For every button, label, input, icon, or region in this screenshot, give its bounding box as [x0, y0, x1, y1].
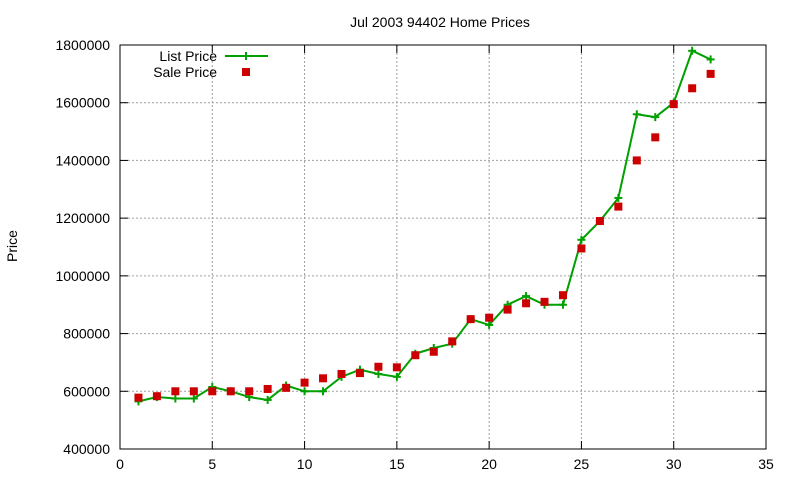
sale-price-point: [614, 202, 623, 211]
legend-sale-price-label: Sale Price: [153, 64, 217, 80]
y-tick-label: 400000: [63, 441, 110, 457]
list-price-point: [189, 394, 198, 403]
plot-frame: [119, 44, 767, 450]
legend-list-price-label: List Price: [159, 48, 217, 64]
sale-price-point: [392, 363, 401, 372]
list-price-point: [319, 387, 328, 396]
sale-price-point: [208, 387, 217, 396]
sale-price-point: [282, 383, 291, 392]
x-tick-label: 20: [481, 456, 497, 472]
list-price-point: [263, 395, 272, 404]
chart-title: Jul 2003 94402 Home Prices: [350, 14, 530, 30]
y-tick-label: 1600000: [55, 95, 110, 111]
x-tick-label: 35: [758, 456, 774, 472]
sale-price-point: [319, 374, 328, 383]
sale-price-point: [632, 156, 641, 165]
sale-price-point: [429, 347, 438, 356]
list-price-point: [392, 372, 401, 381]
x-tick-label: 5: [208, 456, 216, 472]
x-tick-label: 10: [297, 456, 313, 472]
legend-sale-price-swatch: [242, 68, 250, 76]
sale-price-point: [706, 69, 715, 78]
list-price-point: [614, 193, 623, 202]
legend-list-price-marker: [242, 52, 250, 60]
x-tick-label: 30: [666, 456, 682, 472]
list-price-point: [632, 110, 641, 119]
sale-price-point: [688, 84, 697, 93]
sale-price-point: [245, 387, 254, 396]
sale-price-point: [134, 393, 143, 402]
sale-price-point: [411, 351, 420, 360]
sale-price-point: [485, 313, 494, 322]
list-price-line: [138, 49, 712, 403]
sale-price-point: [355, 369, 364, 378]
sale-price-point: [669, 100, 678, 109]
list-price-point: [374, 369, 383, 378]
sale-price-point: [503, 305, 512, 314]
axis-ticks: 0 5 10 15 20 25 30 35 400000 600000 800000 1000000 1…: [55, 37, 774, 472]
sale-price-point: [466, 315, 475, 324]
sale-price-point: [577, 244, 586, 253]
sale-price-point: [300, 378, 309, 387]
sale-price-point: [595, 217, 604, 226]
y-tick-label: 1000000: [55, 268, 110, 284]
y-tick-label: 600000: [63, 383, 110, 399]
series-layer: [134, 46, 715, 406]
sale-price-point: [540, 297, 549, 306]
list-price-point: [706, 55, 715, 64]
list-price-point: [688, 46, 697, 55]
x-tick-label: 25: [574, 456, 590, 472]
sale-price-point: [152, 392, 161, 401]
sale-price-point: [263, 384, 272, 393]
sale-price-point: [448, 337, 457, 346]
list-price-point: [558, 300, 567, 309]
sale-price-point: [651, 133, 660, 142]
y-tick-label: 1200000: [55, 210, 110, 226]
x-tick-label: 0: [116, 456, 124, 472]
list-price-point: [300, 387, 309, 396]
list-price-point: [485, 320, 494, 329]
list-price-point: [651, 113, 660, 122]
sale-price-point: [171, 387, 180, 396]
y-tick-label: 1400000: [55, 152, 110, 168]
list-price-point: [171, 394, 180, 403]
sale-price-point: [226, 387, 235, 396]
sale-price-point: [189, 387, 198, 396]
sale-price-point: [374, 362, 383, 371]
sale-price-point: [558, 291, 567, 300]
sale-price-point: [522, 299, 531, 308]
y-axis-label: Price: [4, 230, 20, 262]
list-price-point: [522, 292, 531, 301]
x-tick-label: 15: [389, 456, 405, 472]
y-tick-label: 800000: [63, 326, 110, 342]
list-price-point: [577, 235, 586, 244]
y-tick-label: 1800000: [55, 37, 110, 53]
sale-price-point: [337, 369, 346, 378]
